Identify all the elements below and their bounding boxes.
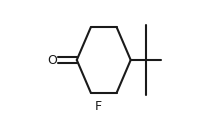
Text: F: F — [94, 100, 101, 113]
Text: O: O — [47, 54, 57, 66]
